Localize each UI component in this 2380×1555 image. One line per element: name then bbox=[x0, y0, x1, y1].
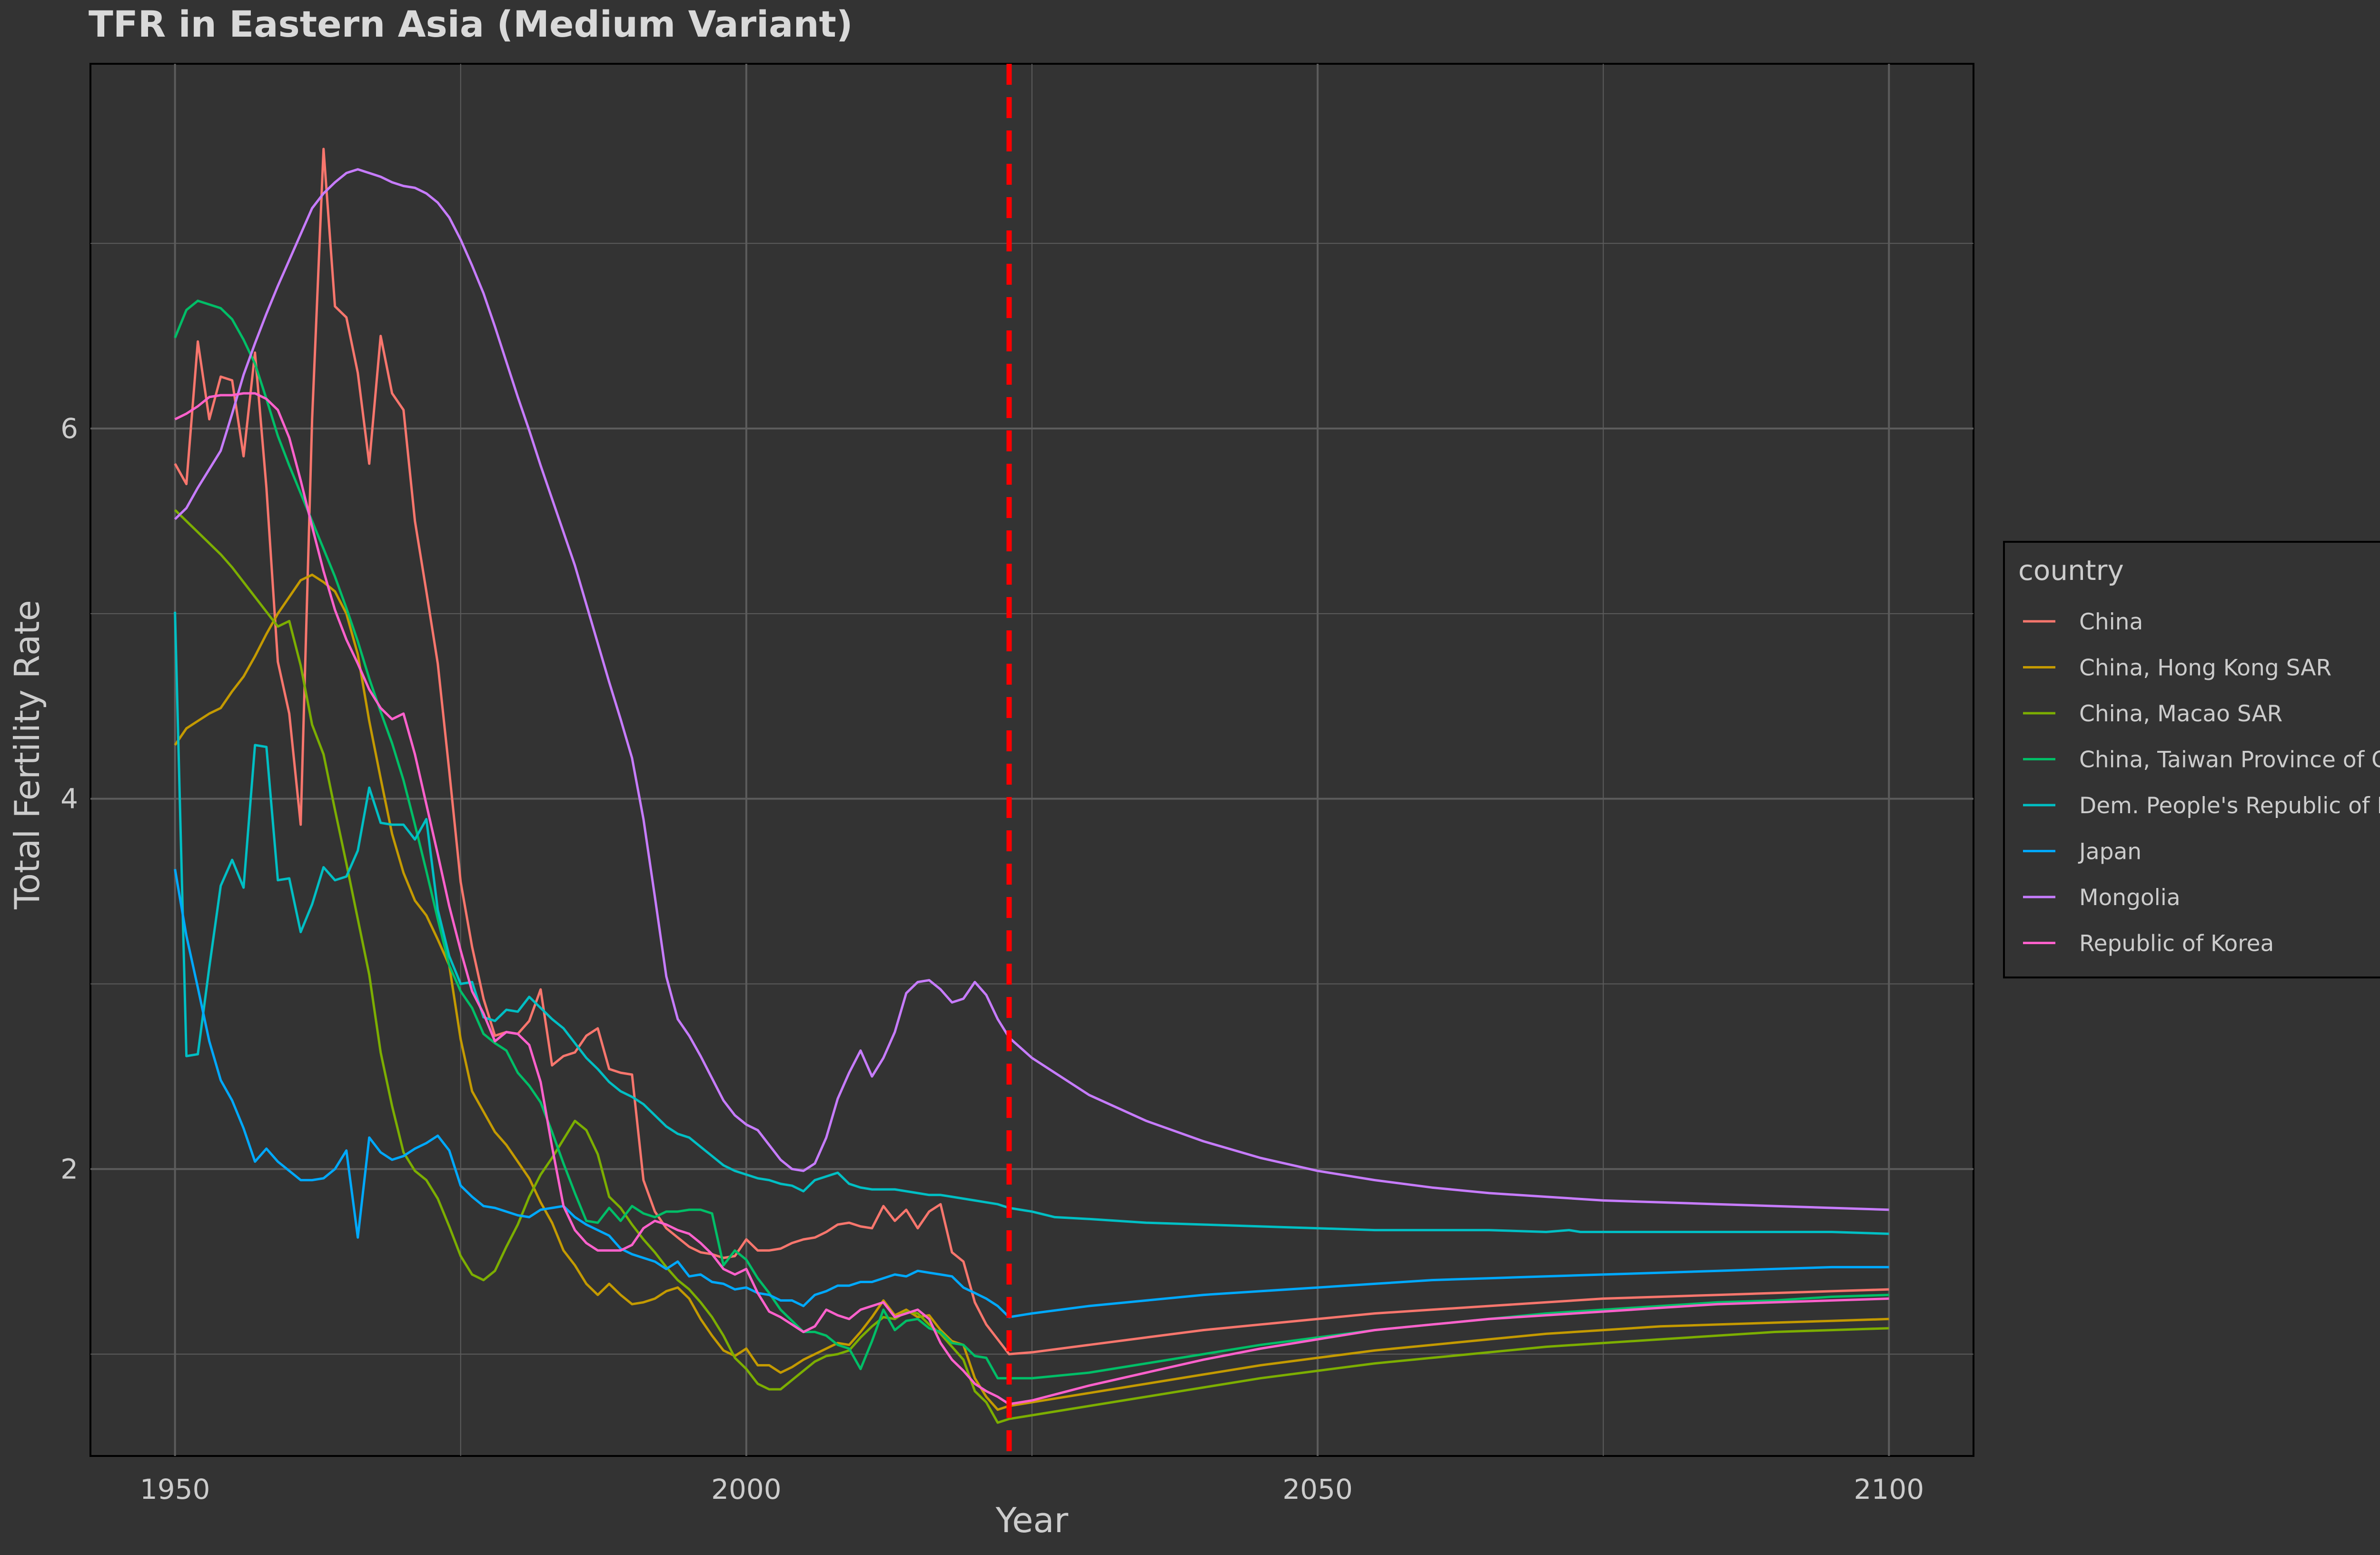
legend-label: Japan bbox=[2078, 839, 2142, 865]
legend-title: country bbox=[2018, 554, 2124, 587]
series-line-china bbox=[174, 148, 1889, 1356]
legend-label: China bbox=[2079, 609, 2143, 635]
legend-label: China, Taiwan Province of China bbox=[2079, 747, 2380, 773]
y-tick-label: 2 bbox=[60, 1153, 78, 1185]
x-tick-label: 1950 bbox=[140, 1473, 210, 1505]
series-lines bbox=[174, 148, 1889, 1424]
chart-title: TFR in Eastern Asia (Medium Variant) bbox=[89, 3, 853, 45]
legend: country China China, Hong Kong SAR China, … bbox=[2003, 541, 2380, 978]
legend-box bbox=[2003, 541, 2380, 978]
legend-label: China, Hong Kong SAR bbox=[2079, 655, 2331, 681]
series-line-japan bbox=[174, 868, 1889, 1318]
x-axis-title: Year bbox=[995, 1500, 1069, 1540]
legend-items: China China, Hong Kong SAR China, Macao SA… bbox=[2023, 609, 2380, 957]
series-line-china-hong-kong-sar bbox=[174, 573, 1889, 1411]
x-tick-label: 2100 bbox=[1854, 1473, 1924, 1505]
axis-tick-labels: 1950 2000 2050 2100 2 4 6 bbox=[60, 412, 1924, 1505]
y-axis-title: Total Fertility Rate bbox=[7, 600, 47, 909]
x-tick-label: 2050 bbox=[1282, 1473, 1353, 1505]
series-line-republic-of-korea bbox=[174, 392, 1889, 1405]
series-line-mongolia bbox=[174, 168, 1889, 1211]
x-tick-label: 2000 bbox=[711, 1473, 782, 1505]
legend-label: Mongolia bbox=[2079, 885, 2181, 911]
legend-label: China, Macao SAR bbox=[2079, 701, 2282, 727]
y-tick-label: 6 bbox=[60, 412, 78, 445]
y-tick-label: 4 bbox=[60, 783, 78, 815]
legend-label: Dem. People's Republic of Korea bbox=[2079, 793, 2380, 819]
series-line-china-taiwan-province-of-china bbox=[174, 299, 1889, 1380]
series-line-dem-people-s-republic-of-korea bbox=[174, 611, 1889, 1235]
series-line-china-macao-sar bbox=[174, 509, 1889, 1424]
legend-label: Republic of Korea bbox=[2079, 931, 2274, 957]
